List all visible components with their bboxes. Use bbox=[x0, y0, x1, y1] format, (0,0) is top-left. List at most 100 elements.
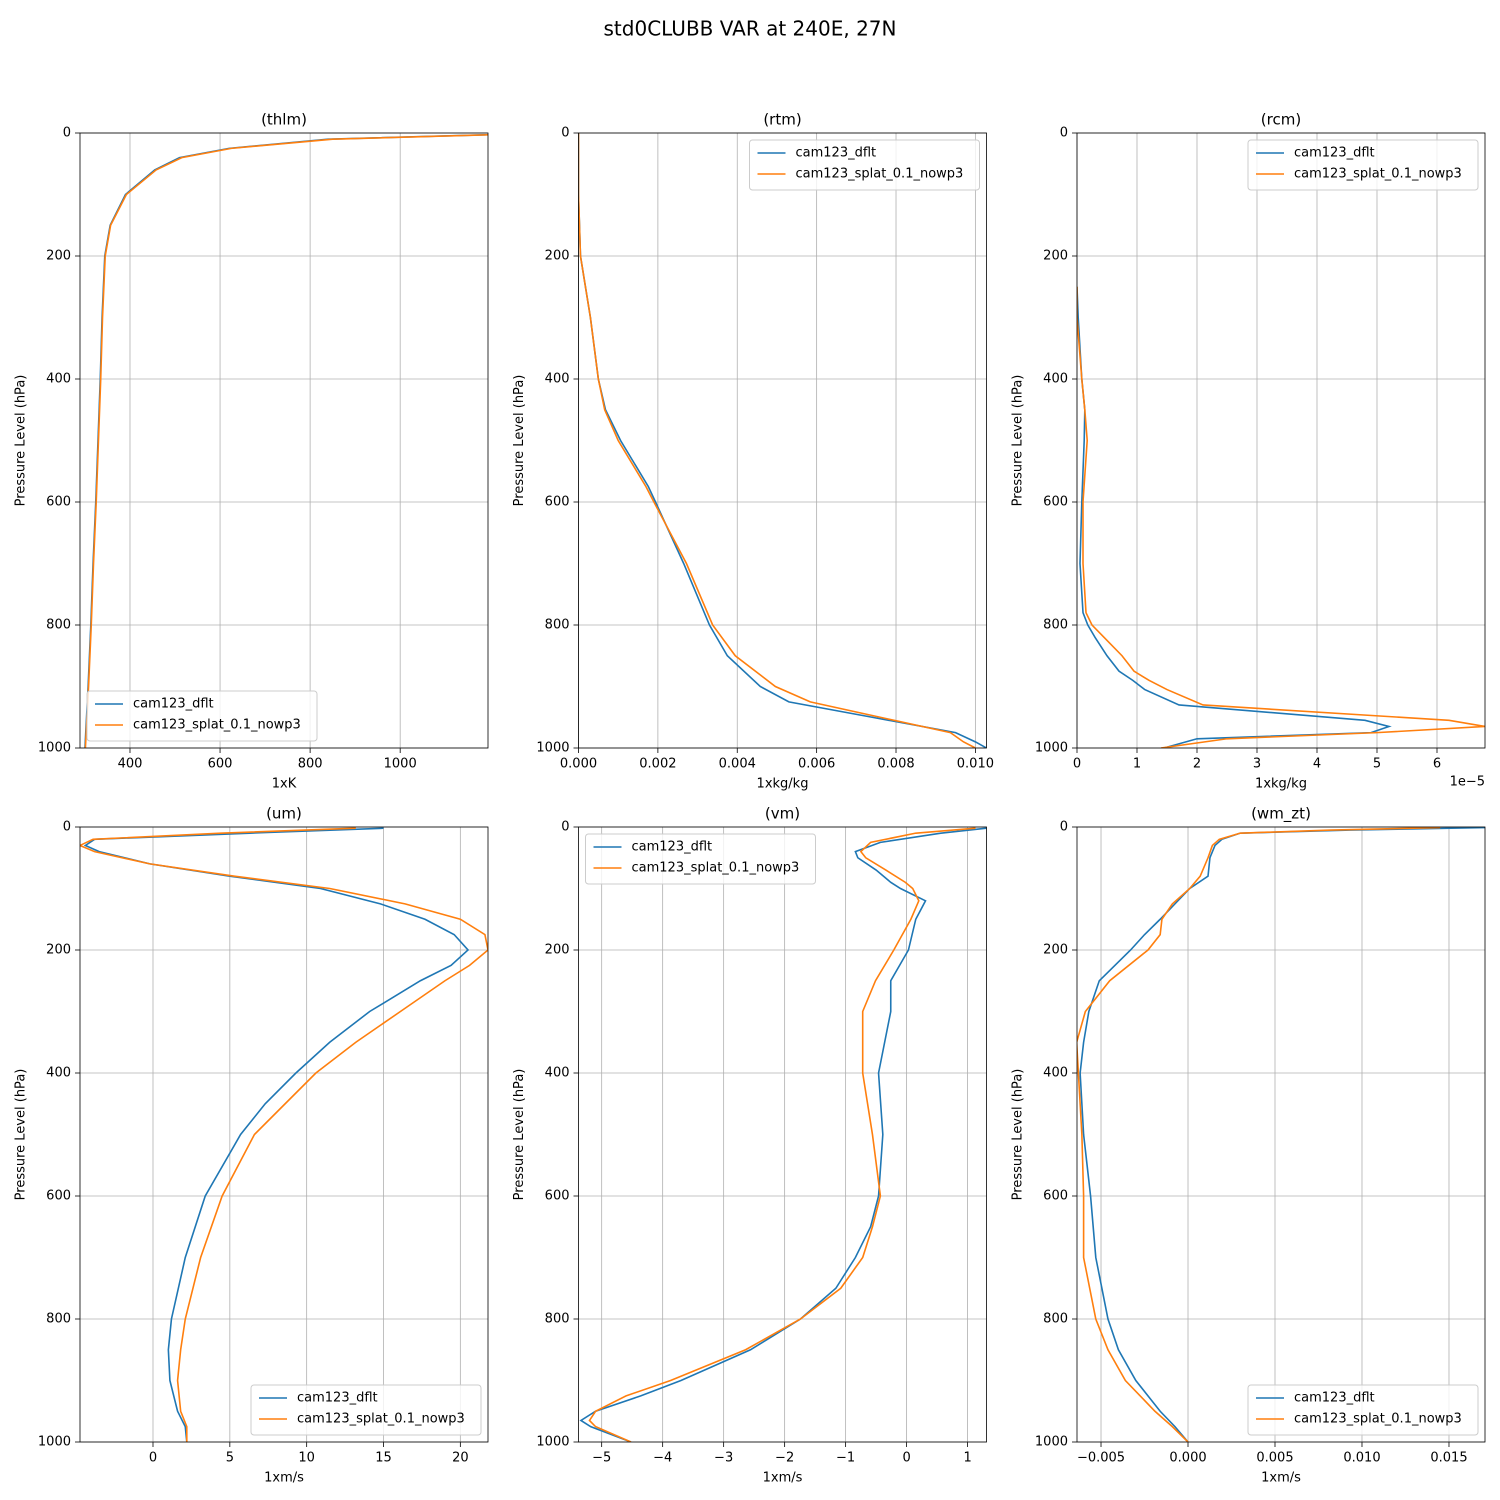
axes-frame bbox=[1076, 826, 1486, 1443]
y-axis-label: Pressure Level (hPa) bbox=[512, 375, 527, 507]
y-tick-label: 800 bbox=[1043, 618, 1068, 633]
y-tick-label: 1000 bbox=[38, 1435, 71, 1450]
y-tick-label: 800 bbox=[46, 1312, 71, 1327]
x-tick-label: 800 bbox=[298, 757, 323, 772]
x-tick-label: 1000 bbox=[384, 757, 417, 772]
y-axis-label: Pressure Level (hPa) bbox=[1011, 375, 1026, 507]
legend: cam123_dflt cam123_splat_0.1_nowp3 bbox=[1247, 1384, 1479, 1436]
x-tick-label: 0.015 bbox=[1430, 1451, 1467, 1466]
legend-label: cam123_dflt bbox=[1294, 1391, 1375, 1406]
axes-title: (rtm) bbox=[763, 111, 801, 129]
y-tick-label: 600 bbox=[1043, 1189, 1068, 1204]
y-tick-label: 1000 bbox=[1035, 741, 1068, 756]
axes-frame bbox=[79, 826, 489, 1443]
y-tick-label: 0 bbox=[1060, 820, 1068, 835]
y-tick-label: 600 bbox=[46, 1189, 71, 1204]
x-tick-label: 2 bbox=[1193, 757, 1201, 772]
figure-title: std0CLUBB VAR at 240E, 27N bbox=[604, 17, 897, 41]
y-tick-label: 400 bbox=[46, 372, 71, 387]
x-tick-label: 1 bbox=[1133, 757, 1141, 772]
x-tick-label: 0 bbox=[149, 1451, 157, 1466]
x-tick-label: 3 bbox=[1253, 757, 1261, 772]
y-tick-label: 0 bbox=[63, 820, 71, 835]
y-tick-label: 800 bbox=[1043, 1312, 1068, 1327]
legend-box bbox=[86, 690, 318, 742]
y-axis-label: Pressure Level (hPa) bbox=[512, 1069, 527, 1201]
y-tick-label: 600 bbox=[46, 495, 71, 510]
series-line bbox=[1079, 827, 1485, 1442]
series-line bbox=[1077, 827, 1441, 1442]
x-tick-label: −3 bbox=[714, 1451, 733, 1466]
x-tick-label: 15 bbox=[375, 1451, 392, 1466]
x-axis-label: 1xm/s bbox=[264, 1471, 304, 1486]
axes-title: (thlm) bbox=[261, 111, 307, 129]
legend-label: cam123_splat_0.1_nowp3 bbox=[1294, 167, 1462, 182]
x-tick-label: 0.010 bbox=[957, 757, 994, 772]
y-tick-label: 600 bbox=[545, 1189, 570, 1204]
legend-label: cam123_splat_0.1_nowp3 bbox=[1294, 1412, 1462, 1427]
x-axis-label: 1xm/s bbox=[1261, 1471, 1301, 1486]
panel: 400 600 800 1000 0 200 400 600 800 1000 (thlm) 1xK P… bbox=[14, 111, 489, 792]
y-axis-label: Pressure Level (hPa) bbox=[14, 1069, 29, 1201]
y-tick-label: 800 bbox=[545, 1312, 570, 1327]
axes-frame bbox=[1076, 132, 1486, 749]
y-tick-label: 600 bbox=[1043, 495, 1068, 510]
legend-label: cam123_dflt bbox=[796, 146, 877, 161]
y-tick-label: 800 bbox=[545, 618, 570, 633]
y-tick-label: 0 bbox=[63, 126, 71, 141]
y-tick-label: 1000 bbox=[38, 741, 71, 756]
x-tick-label: 10 bbox=[298, 1451, 315, 1466]
y-tick-label: 400 bbox=[1043, 372, 1068, 387]
y-tick-label: 200 bbox=[545, 249, 570, 264]
legend-box bbox=[1247, 139, 1479, 191]
axes-title: (um) bbox=[266, 805, 302, 823]
y-tick-label: 200 bbox=[545, 943, 570, 958]
x-axis-label: 1xK bbox=[272, 777, 297, 792]
y-tick-label: 1000 bbox=[536, 1435, 569, 1450]
panel: 0.000 0.002 0.004 0.006 0.008 0.010 0 200 400 600… bbox=[512, 111, 994, 792]
legend-label: cam123_splat_0.1_nowp3 bbox=[796, 167, 964, 182]
axes-frame bbox=[79, 132, 489, 749]
legend: cam123_dflt cam123_splat_0.1_nowp3 bbox=[585, 833, 816, 885]
series-line bbox=[80, 827, 488, 1442]
x-tick-label: −1 bbox=[836, 1451, 855, 1466]
axes-title: (wm_zt) bbox=[1251, 805, 1311, 824]
legend-label: cam123_dflt bbox=[1294, 146, 1375, 161]
y-tick-label: 400 bbox=[1043, 1066, 1068, 1081]
legend-label: cam123_splat_0.1_nowp3 bbox=[297, 1412, 465, 1427]
x-tick-label: 5 bbox=[1373, 757, 1381, 772]
legend: cam123_dflt cam123_splat_0.1_nowp3 bbox=[86, 690, 318, 742]
x-tick-label: 0.008 bbox=[877, 757, 914, 772]
x-tick-label: −0.005 bbox=[1077, 1451, 1125, 1466]
y-tick-label: 400 bbox=[46, 1066, 71, 1081]
y-tick-label: 600 bbox=[545, 495, 570, 510]
series-line bbox=[588, 827, 976, 1442]
y-tick-label: 400 bbox=[545, 372, 570, 387]
x-tick-label: 0.005 bbox=[1256, 1451, 1293, 1466]
legend-box bbox=[250, 1384, 482, 1436]
x-axis-label: 1xkg/kg bbox=[1255, 777, 1307, 792]
panel: −0.005 0.000 0.005 0.010 0.015 0 200 400 600 800 1… bbox=[1011, 805, 1486, 1486]
x-tick-label: 0.000 bbox=[1169, 1451, 1206, 1466]
x-tick-label: 1 bbox=[963, 1451, 971, 1466]
x-offset-label: 1e−5 bbox=[1450, 775, 1485, 790]
axes-frame bbox=[578, 132, 987, 749]
panel: 0 1 2 3 4 5 6 0 200 400 600 800 1000 (rcm) 1xkg/kg Pres… bbox=[1011, 111, 1486, 792]
series-line bbox=[578, 133, 976, 748]
x-tick-label: 0 bbox=[902, 1451, 910, 1466]
y-tick-label: 200 bbox=[46, 943, 71, 958]
legend-box bbox=[749, 139, 980, 191]
x-tick-label: 5 bbox=[226, 1451, 234, 1466]
y-tick-label: 0 bbox=[561, 126, 569, 141]
panel: 0 5 10 15 2002004006008001000(um)1xm/sPressu… bbox=[14, 805, 489, 1486]
x-tick-label: 20 bbox=[452, 1451, 469, 1466]
x-tick-label: 4 bbox=[1313, 757, 1321, 772]
x-tick-label: −5 bbox=[592, 1451, 611, 1466]
axes-title: (rcm) bbox=[1261, 111, 1301, 129]
x-tick-label: 0.010 bbox=[1343, 1451, 1380, 1466]
x-tick-label: −2 bbox=[775, 1451, 794, 1466]
y-axis-label: Pressure Level (hPa) bbox=[14, 375, 29, 507]
series-line bbox=[84, 134, 488, 748]
panel: −5 −4 −3 −2 −1 0 1 0 200 400 600 800 1000 (vm) 1xm/s Pr… bbox=[512, 805, 987, 1486]
